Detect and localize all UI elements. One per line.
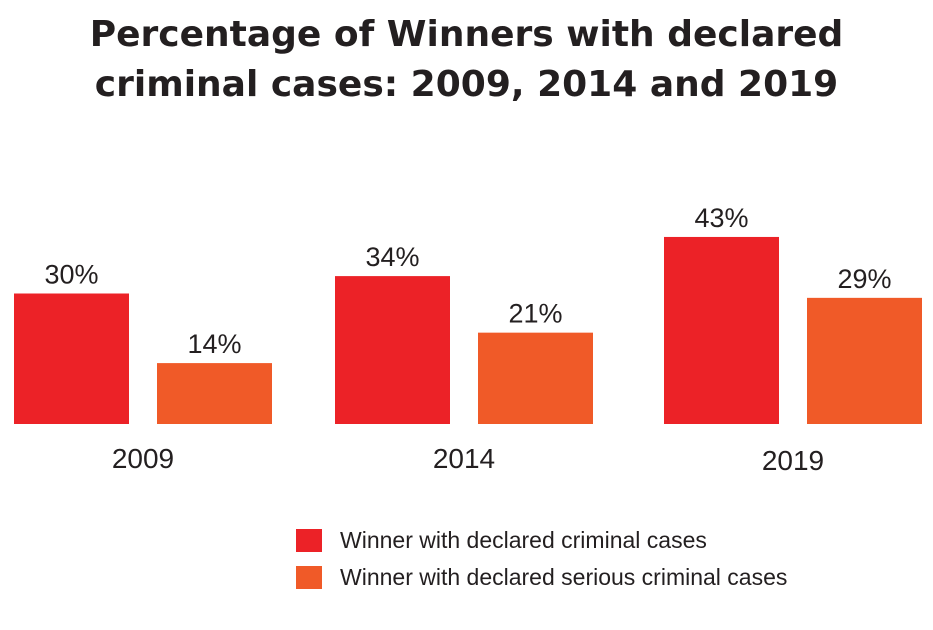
bar-2014-series-1 <box>335 276 450 424</box>
data-label-2014-series-2: 21% <box>508 299 562 329</box>
legend-item-criminal: Winner with declared criminal cases <box>296 522 787 559</box>
data-label-2009-series-2: 14% <box>187 329 241 359</box>
data-label-2019-series-1: 43% <box>694 203 748 233</box>
bar-2009-series-2 <box>157 363 272 424</box>
category-label-2019: 2019 <box>762 445 824 476</box>
bar-2019-series-2 <box>807 297 922 424</box>
chart-title-line-1: Percentage of Winners with declared <box>89 14 844 55</box>
legend-item-serious-criminal: Winner with declared serious criminal ca… <box>296 559 787 596</box>
data-label-2019-series-2: 29% <box>837 264 891 294</box>
bar-2009-series-1 <box>14 293 129 424</box>
data-label-2014-series-1: 34% <box>365 242 419 272</box>
legend-label-serious-criminal: Winner with declared serious criminal ca… <box>340 564 788 590</box>
category-label-2014: 2014 <box>433 443 495 474</box>
legend: Winner with declared criminal cases Winn… <box>296 522 787 596</box>
chart-title-line-2: criminal cases: 2009, 2014 and 2019 <box>94 64 839 105</box>
legend-label-criminal: Winner with declared criminal cases <box>340 527 707 553</box>
bar-2019-series-1 <box>664 236 779 424</box>
bar-2014-series-2 <box>478 332 593 424</box>
legend-swatch-serious-criminal <box>296 566 322 589</box>
legend-swatch-criminal <box>296 529 322 552</box>
category-label-2009: 2009 <box>112 443 174 474</box>
data-label-2009-series-1: 30% <box>44 260 98 290</box>
chart-title: Percentage of Winners with declared crim… <box>0 10 933 110</box>
